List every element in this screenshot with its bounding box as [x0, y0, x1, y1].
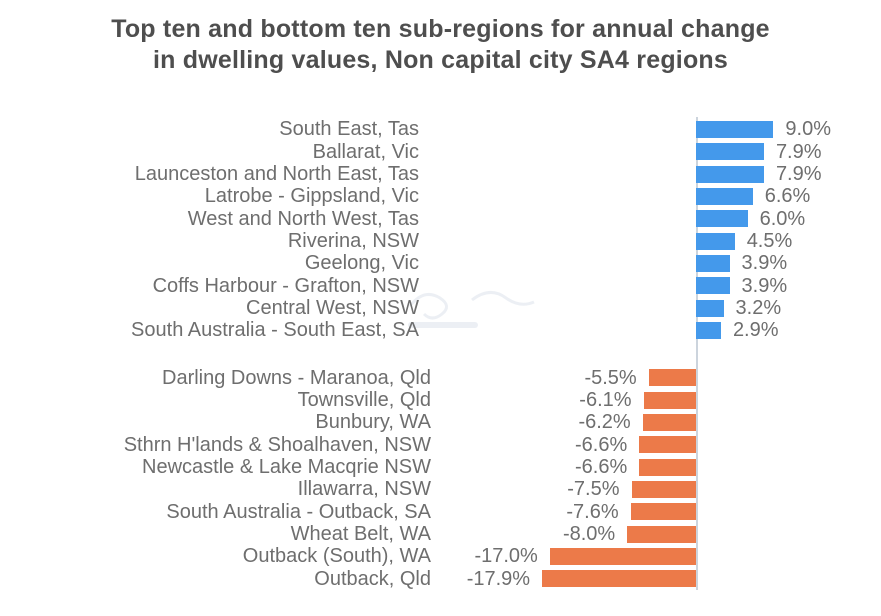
value-label: 6.6%: [764, 185, 811, 208]
value-label: -7.5%: [567, 478, 620, 501]
category-label: Ballarat, Vic: [312, 140, 419, 163]
bar-negative: [639, 458, 696, 476]
value-label: -5.5%: [584, 366, 637, 389]
value-label: -17.0%: [474, 545, 538, 568]
chart-row: Coffs Harbour - Grafton, NSW 3.9%: [0, 275, 881, 297]
chart-row: Riverina, NSW 4.5%: [0, 230, 881, 252]
value-label: -7.6%: [566, 500, 619, 523]
category-label: South East, Tas: [279, 118, 419, 141]
zero-axis-line: [696, 117, 698, 590]
bar-negative: [542, 570, 696, 588]
category-label: Outback, Qld: [314, 567, 431, 590]
value-label: 4.5%: [746, 230, 793, 253]
chart-row: Illawarra, NSW -7.5%: [0, 478, 881, 500]
category-label: Central West, NSW: [246, 297, 419, 320]
value-label: 3.2%: [735, 297, 782, 320]
category-label: Sthrn H'lands & Shoalhaven, NSW: [123, 433, 431, 456]
value-label: -6.2%: [578, 411, 631, 434]
bar-positive: [696, 143, 764, 161]
chart-title: Top ten and bottom ten sub-regions for a…: [0, 14, 881, 76]
category-label: West and North West, Tas: [187, 207, 419, 230]
value-label: -8.0%: [562, 523, 616, 546]
chart-row: Outback (South), WA -17.0%: [0, 545, 881, 567]
value-label: 7.9%: [775, 163, 822, 185]
chart-row: Outback, Qld -17.9%: [0, 568, 881, 590]
value-label: -6.6%: [575, 433, 628, 456]
chart-row: Ballarat, Vic 7.9%: [0, 141, 881, 163]
bar-positive: [696, 120, 774, 138]
chart-row: South East, Tas 9.0%: [0, 118, 881, 140]
value-label: 2.9%: [732, 319, 779, 342]
chart-row: West and North West, Tas 6.0%: [0, 208, 881, 230]
category-label: Newcastle & Lake Macqrie NSW: [142, 456, 431, 478]
value-label: -17.9%: [466, 567, 531, 590]
category-label: Coffs Harbour - Grafton, NSW: [152, 274, 419, 297]
bar-positive: [696, 188, 753, 206]
chart-row: Geelong, Vic 3.9%: [0, 252, 881, 274]
chart-row: South Australia - South East, SA 2.9%: [0, 319, 881, 341]
value-label: 3.9%: [741, 252, 788, 275]
bar-positive: [696, 232, 735, 250]
category-label: Wheat Belt, WA: [290, 523, 431, 546]
value-label: 9.0%: [785, 118, 831, 141]
category-label: Geelong, Vic: [304, 252, 419, 275]
chart-row: Latrobe - Gippsland, Vic 6.6%: [0, 185, 881, 207]
bar-negative: [642, 413, 696, 431]
category-label: Illawarra, NSW: [297, 478, 431, 501]
chart-row: Launceston and North East, Tas 7.9%: [0, 163, 881, 185]
category-label: Townsville, Qld: [297, 388, 431, 411]
bar-negative: [648, 369, 696, 387]
category-label: South Australia - Outback, SA: [166, 500, 431, 523]
category-label: Outback (South), WA: [242, 545, 431, 568]
chart-row: Bunbury, WA -6.2%: [0, 411, 881, 433]
chart-title-line1: Top ten and bottom ten sub-regions for a…: [111, 15, 770, 43]
category-label: Latrobe - Gippsland, Vic: [204, 185, 419, 208]
category-label: South Australia - South East, SA: [131, 319, 419, 342]
chart-row: Sthrn H'lands & Shoalhaven, NSW -6.6%: [0, 434, 881, 456]
bar-positive: [696, 322, 721, 340]
bar-negative: [549, 548, 696, 566]
bar-positive: [696, 299, 724, 317]
chart-row: Newcastle & Lake Macqrie NSW -6.6%: [0, 456, 881, 478]
value-label: 6.0%: [759, 207, 806, 230]
value-label: 3.9%: [741, 274, 788, 297]
category-label: Riverina, NSW: [287, 230, 419, 253]
chart-row: South Australia - Outback, SA -7.6%: [0, 501, 881, 523]
category-label: Bunbury, WA: [315, 411, 431, 434]
bar-negative: [631, 481, 696, 499]
chart-row: Darling Downs - Maranoa, Qld -5.5%: [0, 367, 881, 389]
bar-negative: [627, 525, 696, 543]
bar-positive: [696, 165, 764, 183]
bar-negative: [643, 391, 696, 409]
category-label: Darling Downs - Maranoa, Qld: [162, 366, 431, 389]
category-label: Launceston and North East, Tas: [134, 163, 419, 185]
bar-negative: [639, 436, 696, 454]
chart-row: Central West, NSW 3.2%: [0, 297, 881, 319]
bar-positive: [696, 277, 730, 295]
chart-row: Townsville, Qld -6.1%: [0, 389, 881, 411]
bar-negative: [630, 503, 696, 521]
bar-positive: [696, 210, 748, 228]
value-label: 7.9%: [775, 140, 822, 163]
chart-title-line2: in dwelling values, Non capital city SA4…: [152, 46, 729, 74]
chart-row: Wheat Belt, WA -8.0%: [0, 523, 881, 545]
value-label: -6.6%: [575, 456, 628, 478]
bar-positive: [696, 255, 730, 273]
value-label: -6.1%: [579, 388, 632, 411]
